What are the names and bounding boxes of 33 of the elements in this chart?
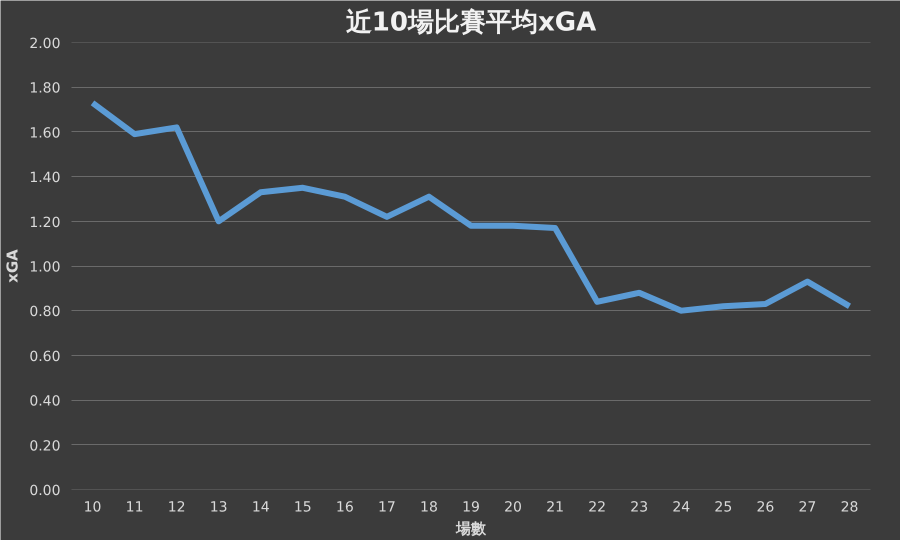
y-tick-label: 1.60	[29, 125, 60, 142]
x-tick-label: 28	[840, 500, 858, 516]
x-tick-label: 22	[588, 500, 606, 516]
y-tick-label: 1.80	[29, 80, 60, 97]
x-tick-label: 27	[798, 500, 816, 516]
y-tick-label: 0.60	[29, 348, 60, 365]
x-axis-title: 場數	[455, 520, 487, 538]
x-tick-label: 10	[84, 500, 102, 516]
y-tick-label: 1.00	[29, 260, 60, 276]
y-tick-label: 1.20	[29, 214, 60, 231]
x-tick-label: 23	[630, 500, 648, 516]
x-tick-label: 21	[546, 500, 564, 516]
x-tick-label: 19	[462, 500, 480, 516]
x-tick-label: 26	[756, 500, 774, 516]
y-tick-label: 0.80	[29, 304, 60, 320]
x-tick-label: 20	[504, 500, 522, 516]
y-tick-label: 1.40	[29, 170, 60, 186]
x-tick-label: 16	[336, 500, 354, 516]
y-axis-title: xGA	[3, 248, 22, 283]
x-tick-label: 17	[378, 500, 396, 516]
x-tick-label: 13	[210, 500, 228, 516]
y-tick-label: 0.20	[29, 438, 60, 454]
x-tick-label: 14	[252, 500, 270, 516]
x-tick-label: 24	[672, 500, 690, 516]
chart-title: 近10場比賽平均xGA	[346, 8, 596, 38]
y-tick-label: 0.00	[29, 483, 60, 499]
y-tick-label: 0.40	[29, 394, 60, 410]
y-tick-label: 2.00	[29, 36, 60, 52]
x-tick-label: 15	[294, 500, 312, 516]
x-tick-label: 12	[168, 500, 186, 516]
x-tick-label: 11	[126, 500, 144, 516]
x-tick-label: 18	[420, 500, 438, 516]
x-tick-label: 25	[714, 500, 732, 516]
